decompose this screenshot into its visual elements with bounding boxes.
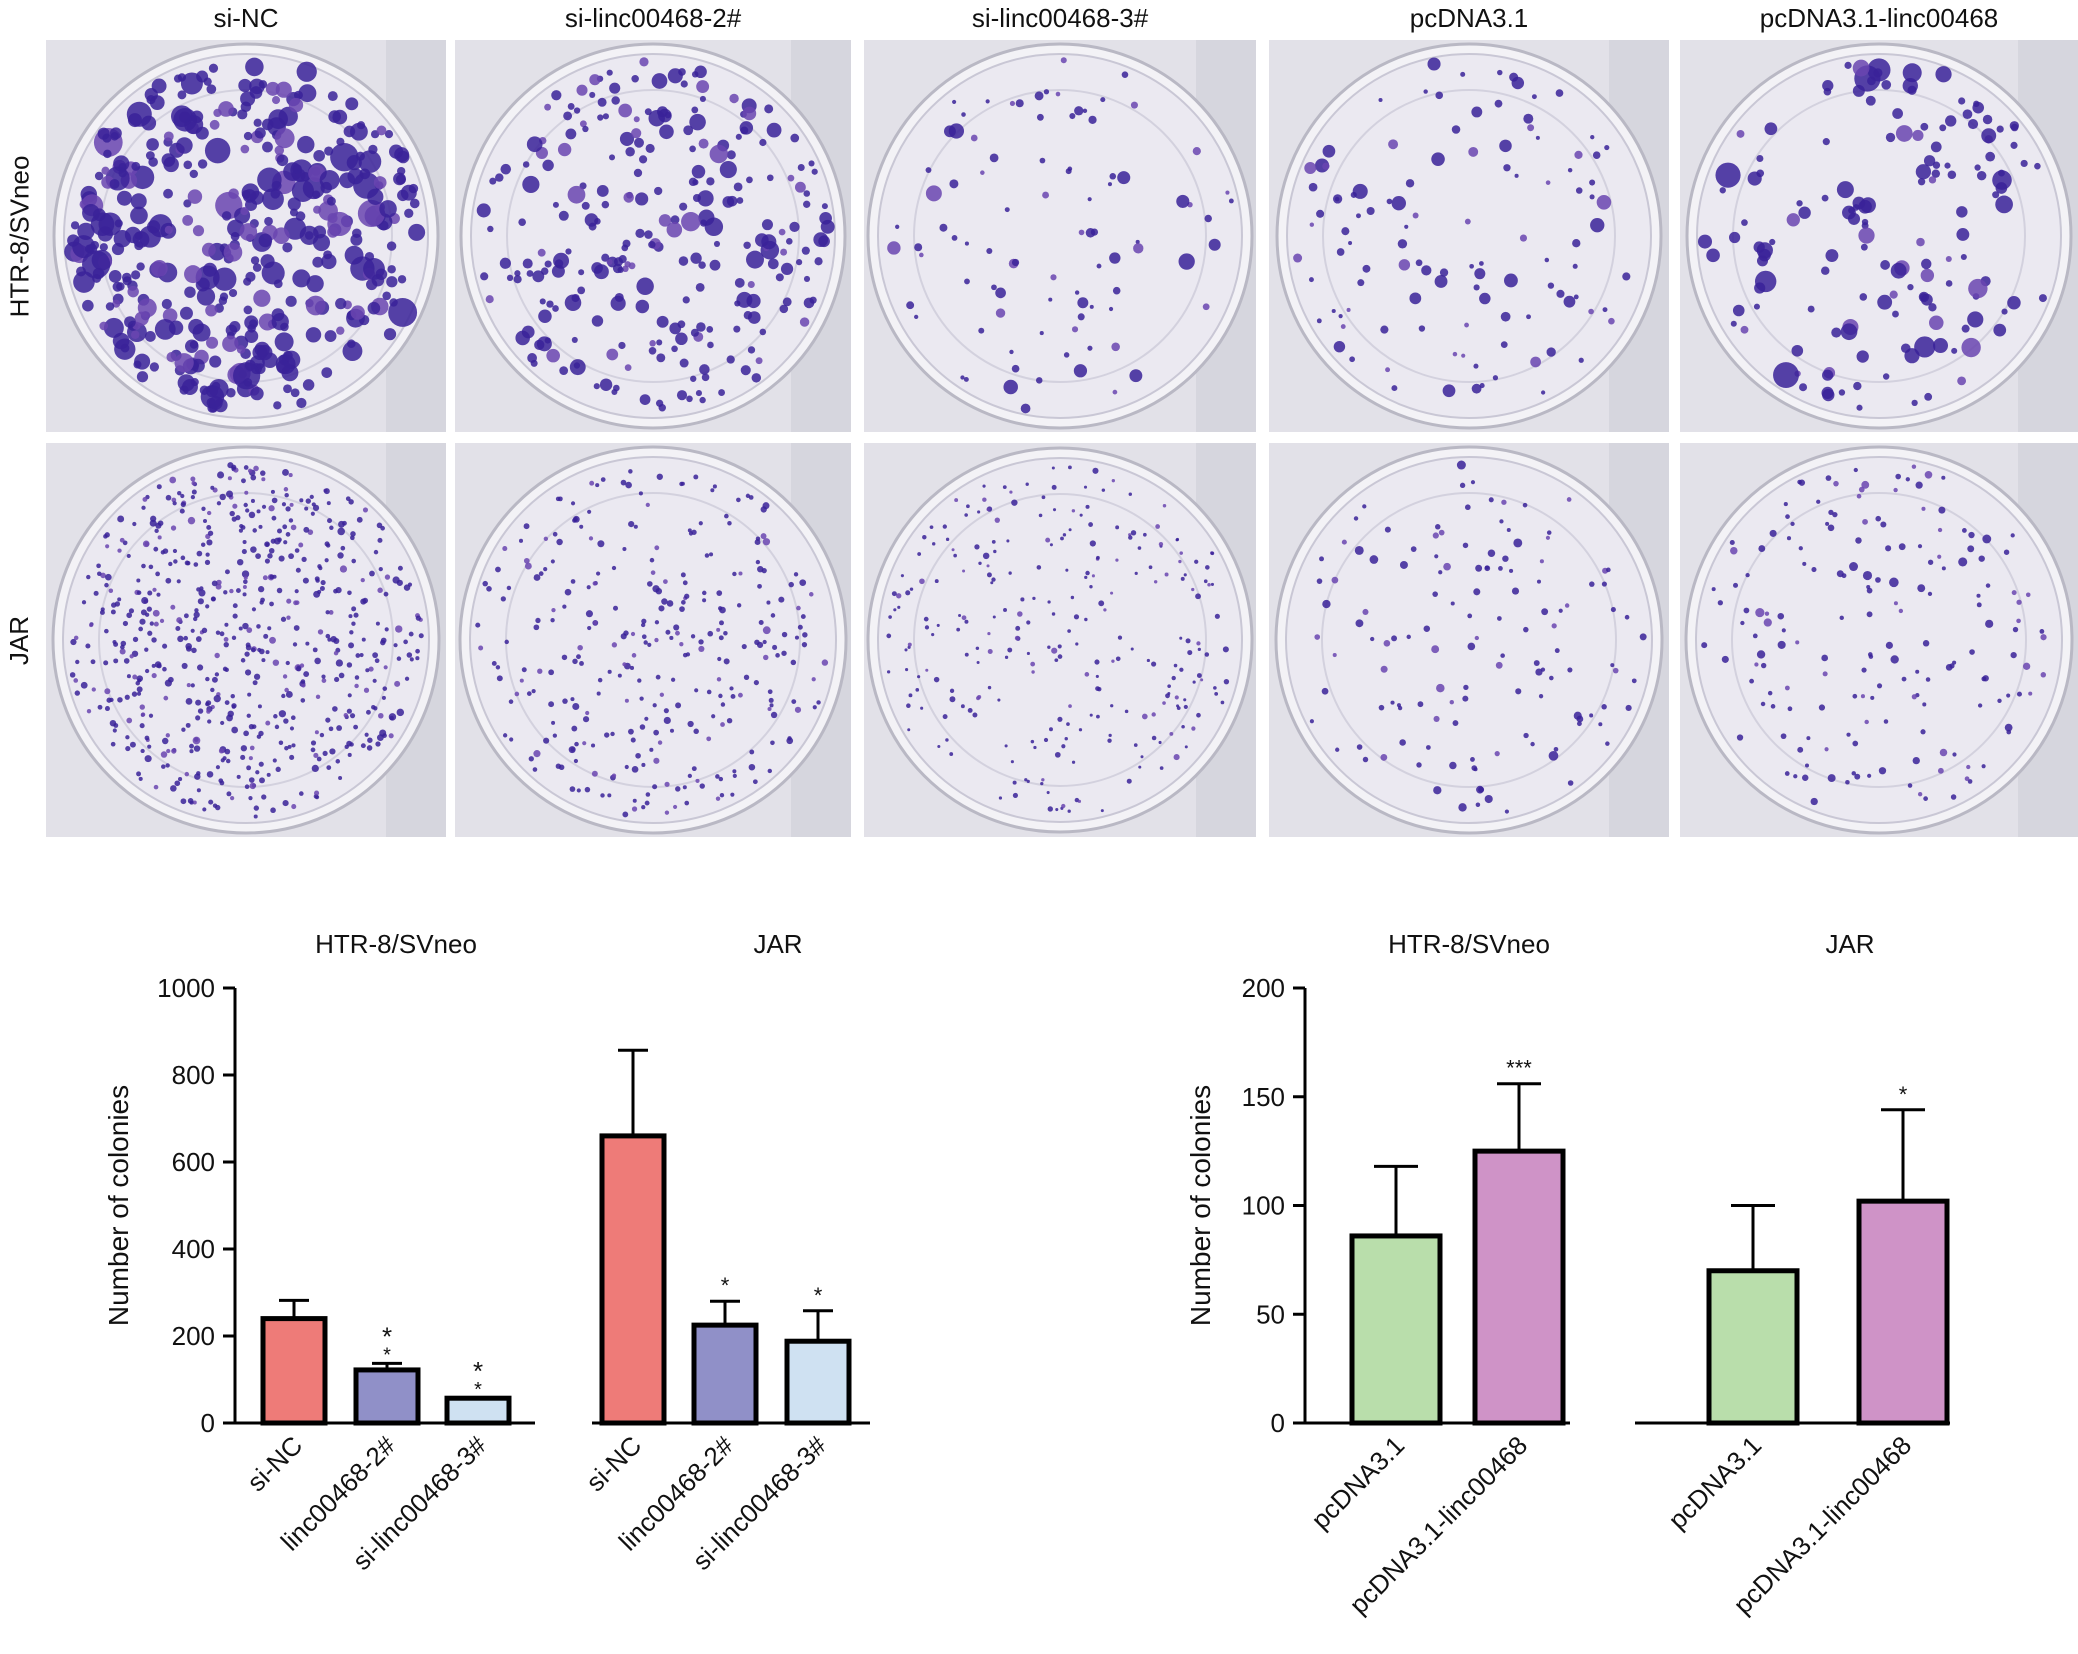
- y-tick-label: 0: [1271, 1408, 1285, 1438]
- plate-photo-htr-pcdna3-1: [1269, 40, 1669, 432]
- column-label-si-linc00468-3: si-linc00468-3#: [971, 3, 1149, 33]
- plate-photo-jar-pcdna3-1: [1269, 443, 1669, 837]
- y-tick-label: 800: [172, 1060, 215, 1090]
- x-tick-label: pcDNA3.1: [1662, 1430, 1767, 1535]
- y-tick-label: 0: [201, 1408, 215, 1438]
- significance-marker: *: [383, 1344, 391, 1366]
- y-tick-label: 150: [1242, 1082, 1285, 1112]
- plate-photo-jar-pcdna3-1-linc00468: [1680, 443, 2078, 837]
- group-title-jar: JAR: [753, 929, 802, 959]
- column-label-si-nc: si-NC: [213, 3, 279, 33]
- column-label-si-linc00468-2: si-linc00468-2#: [564, 3, 742, 33]
- group-title-htr-8-svneo: HTR-8/SVneo: [315, 929, 477, 959]
- bar-jar-pcdna3-1: [1706, 1268, 1800, 1426]
- y-tick-label: 100: [1242, 1191, 1285, 1221]
- row-label-jar: JAR: [4, 615, 35, 665]
- x-tick-label: si-NC: [241, 1430, 308, 1497]
- x-tick-label: si-NC: [580, 1430, 647, 1497]
- bar-htr-8-svneo-pcdna3-1: [1349, 1233, 1443, 1426]
- plate-photo-jar-si-linc00468-3: [864, 443, 1256, 837]
- plate-photo-htr-si-linc00468-2: [455, 40, 851, 432]
- y-axis-label: Number of colonies: [1185, 1085, 1216, 1326]
- y-tick-label: 200: [1242, 973, 1285, 1003]
- significance-marker: *: [721, 1273, 730, 1298]
- y-tick-label: 600: [172, 1147, 215, 1177]
- bar-jar-pcdna3-1-linc00468: [1856, 1198, 1950, 1426]
- bar-jar-si-linc00468-3: [784, 1338, 852, 1426]
- x-tick-label: pcDNA3.1: [1305, 1430, 1410, 1535]
- bar-htr-8-svneo-pcdna3-1-linc00468: [1472, 1148, 1566, 1426]
- group-title-htr-8-svneo: HTR-8/SVneo: [1388, 929, 1550, 959]
- significance-marker: ***: [1506, 1056, 1532, 1081]
- significance-marker: *: [473, 1356, 483, 1386]
- significance-marker: *: [382, 1321, 392, 1351]
- y-tick-label: 400: [172, 1234, 215, 1264]
- plate-photo-jar-si-linc00468-2: [455, 443, 851, 837]
- group-title-jar: JAR: [1825, 929, 1874, 959]
- y-tick-label: 1000: [157, 973, 215, 1003]
- plate-photo-htr-pcdna3-1-linc00468: [1680, 40, 2078, 432]
- y-axis-label: Number of colonies: [103, 1085, 134, 1326]
- bar-htr-8-svneo-si-linc00468-3: [444, 1395, 512, 1426]
- plate-photo-htr-si-nc: [46, 40, 446, 432]
- significance-marker: *: [1899, 1082, 1908, 1107]
- y-tick-label: 50: [1256, 1299, 1285, 1329]
- significance-marker: *: [814, 1283, 823, 1308]
- bar-jar-si-nc: [599, 1133, 667, 1426]
- plate-photo-jar-si-nc: [46, 443, 446, 837]
- bar-htr-8-svneo-linc00468-2: [353, 1367, 421, 1426]
- plate-photo-htr-si-linc00468-3: [864, 40, 1256, 432]
- bar-htr-8-svneo-si-nc: [260, 1316, 328, 1426]
- column-label-pcdna3-1-linc00468: pcDNA3.1-linc00468: [1759, 3, 1999, 33]
- significance-marker: *: [474, 1379, 482, 1401]
- overexpression-colony-bar-chart: 0 50 100 150 200 Number of colonies HTR-8/SVne…: [1185, 929, 1950, 1620]
- column-label-pcdna3-1: pcDNA3.1: [1409, 3, 1529, 33]
- row-label-htr-8-svneo: HTR-8/SVneo: [4, 155, 35, 317]
- y-tick-label: 200: [172, 1321, 215, 1351]
- knockdown-colony-bar-chart: 0 200 400 600 800 1000 Number of colonies HTR-8…: [103, 929, 870, 1576]
- bar-jar-linc00468-2: [691, 1322, 759, 1426]
